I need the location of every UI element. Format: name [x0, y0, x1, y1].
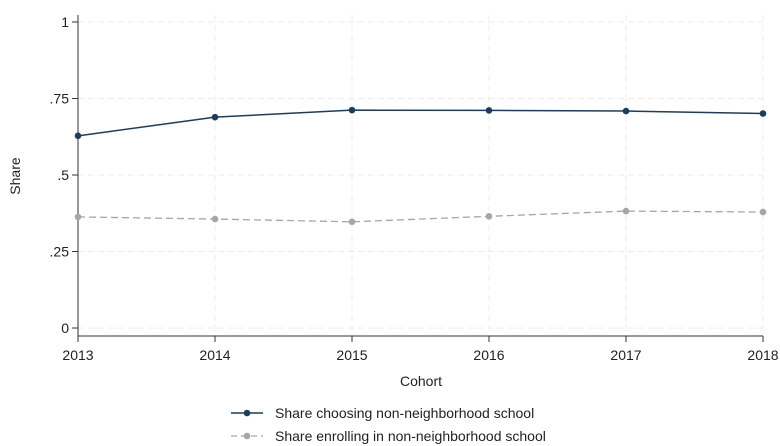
- x-tick-label: 2013: [62, 347, 93, 363]
- x-tick-label: 2018: [747, 347, 778, 363]
- y-tick-label: .25: [50, 244, 70, 260]
- grid: [77, 15, 764, 336]
- axes: 0 .25 .5 .75 1 2013 2014 2015 2016 2017 2018: [50, 14, 779, 363]
- legend-marker-1: [243, 409, 251, 417]
- series-2-point: [622, 207, 630, 215]
- legend-marker-2: [243, 432, 251, 440]
- series-2-point: [485, 213, 493, 220]
- y-tick-label: 1: [61, 14, 69, 30]
- x-tick-label: 2015: [336, 347, 367, 363]
- legend: Share choosing non-neighborhood school Sh…: [231, 405, 546, 444]
- series-1-point: [348, 106, 356, 114]
- series-1-point: [211, 113, 219, 121]
- series-line-2: [77, 210, 764, 223]
- legend-label-1: Share choosing non-neighborhood school: [275, 405, 534, 421]
- series-2-point: [348, 218, 356, 226]
- x-tick-label: 2014: [199, 347, 230, 363]
- legend-label-2: Share enrolling in non-neighborhood scho…: [275, 428, 546, 444]
- series-2-point: [759, 208, 767, 216]
- y-tick-label: .75: [50, 91, 70, 107]
- y-tick-label: .5: [57, 167, 69, 183]
- series-2-point: [74, 213, 82, 221]
- y-tick-label: 0: [61, 320, 69, 336]
- series-1-point: [622, 107, 630, 115]
- series-1-point: [74, 132, 82, 140]
- series-1-point: [759, 110, 767, 117]
- series-1-point: [485, 107, 493, 114]
- x-tick-label: 2016: [473, 347, 504, 363]
- series-2-point: [211, 215, 219, 223]
- x-tick-label: 2017: [610, 347, 641, 363]
- x-axis-title: Cohort: [400, 373, 442, 389]
- series-line-1: [77, 109, 764, 137]
- y-axis-title: Share: [7, 157, 23, 195]
- series: [74, 106, 767, 226]
